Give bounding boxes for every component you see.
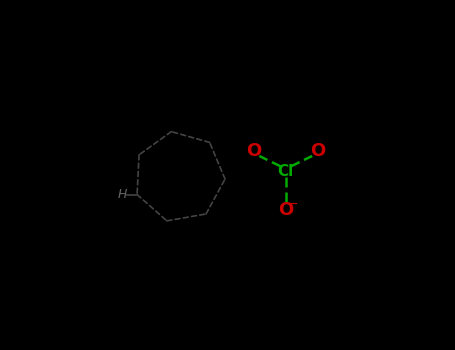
- Text: O: O: [278, 202, 293, 219]
- Text: H: H: [117, 188, 127, 201]
- Text: −: −: [288, 198, 298, 211]
- Text: O: O: [310, 142, 326, 160]
- Text: Cl: Cl: [278, 164, 294, 179]
- Text: O: O: [246, 142, 261, 160]
